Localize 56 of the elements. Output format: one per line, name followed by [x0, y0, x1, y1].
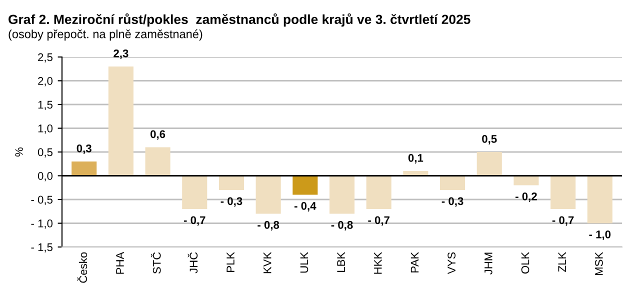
data-label: 0,6 — [150, 130, 166, 140]
bar — [329, 176, 355, 214]
data-label: - 0,7 — [368, 216, 390, 226]
x-tick-label: VYS — [448, 252, 456, 274]
bar — [476, 152, 502, 176]
bar — [366, 176, 392, 209]
bar — [182, 176, 208, 209]
x-tick-label: JHM — [484, 252, 492, 275]
bar — [292, 176, 318, 195]
x-tick-label: PAK — [410, 252, 419, 272]
y-tick-label: 1,5 — [38, 100, 53, 110]
x-tick-label: OLK — [521, 252, 530, 274]
chart-subtitle: (osoby přepočt. na plně zaměstnané) — [8, 29, 202, 41]
y-axis-title: % — [15, 147, 23, 157]
x-tick-label: MSK — [595, 252, 603, 276]
data-label: - 0,8 — [258, 220, 280, 230]
x-tick-label: ZLK — [558, 252, 566, 272]
x-tick-label: ULK — [300, 252, 308, 273]
y-tick-label: 2,5 — [38, 53, 53, 62]
x-tick-label: JHČ — [188, 252, 198, 274]
data-label: - 0,7 — [184, 216, 206, 226]
bar — [108, 66, 134, 176]
data-label: 0,5 — [482, 134, 497, 144]
data-label: - 0,7 — [552, 216, 574, 226]
data-label: 0,1 — [408, 154, 424, 164]
y-tick-label: 0,0 — [38, 172, 53, 182]
data-label: - 0,3 — [442, 197, 464, 207]
data-label: - 1,0 — [589, 230, 611, 240]
bar — [218, 176, 244, 190]
bar — [440, 176, 466, 190]
y-tick-label: - 1,0 — [31, 220, 53, 229]
x-tick-label: PLK — [226, 252, 234, 272]
x-tick-label: HKK — [374, 252, 382, 274]
y-tick-label: 2,0 — [38, 77, 53, 86]
chart-title: Graf 2. Meziroční růst/pokles zaměstnanců podle krajů ve 3. čtvrtletí 2025 — [8, 13, 470, 27]
data-label: 0,3 — [76, 144, 92, 154]
bar — [72, 162, 97, 176]
bar — [256, 176, 281, 214]
x-tick-label: LBK — [337, 252, 345, 272]
data-label: - 0,4 — [294, 202, 316, 212]
y-tick-label: - 1,5 — [31, 243, 53, 252]
y-tick-label: 1,0 — [38, 124, 53, 134]
x-tick-label: Česko — [77, 252, 88, 283]
data-label: - 0,8 — [331, 220, 353, 230]
y-tick-label: - 0,5 — [31, 196, 53, 205]
bar — [587, 176, 612, 224]
data-label: 2,3 — [114, 49, 128, 59]
data-label: - 0,2 — [516, 192, 537, 202]
y-tick-label: 0,5 — [38, 148, 53, 158]
x-tick-label: PHA — [116, 252, 124, 274]
x-tick-label: KVK — [264, 252, 272, 274]
x-tick-label: STČ — [150, 252, 161, 274]
bar — [550, 176, 576, 209]
bar — [145, 147, 170, 176]
data-label: - 0,3 — [220, 197, 242, 207]
bar — [514, 176, 539, 186]
